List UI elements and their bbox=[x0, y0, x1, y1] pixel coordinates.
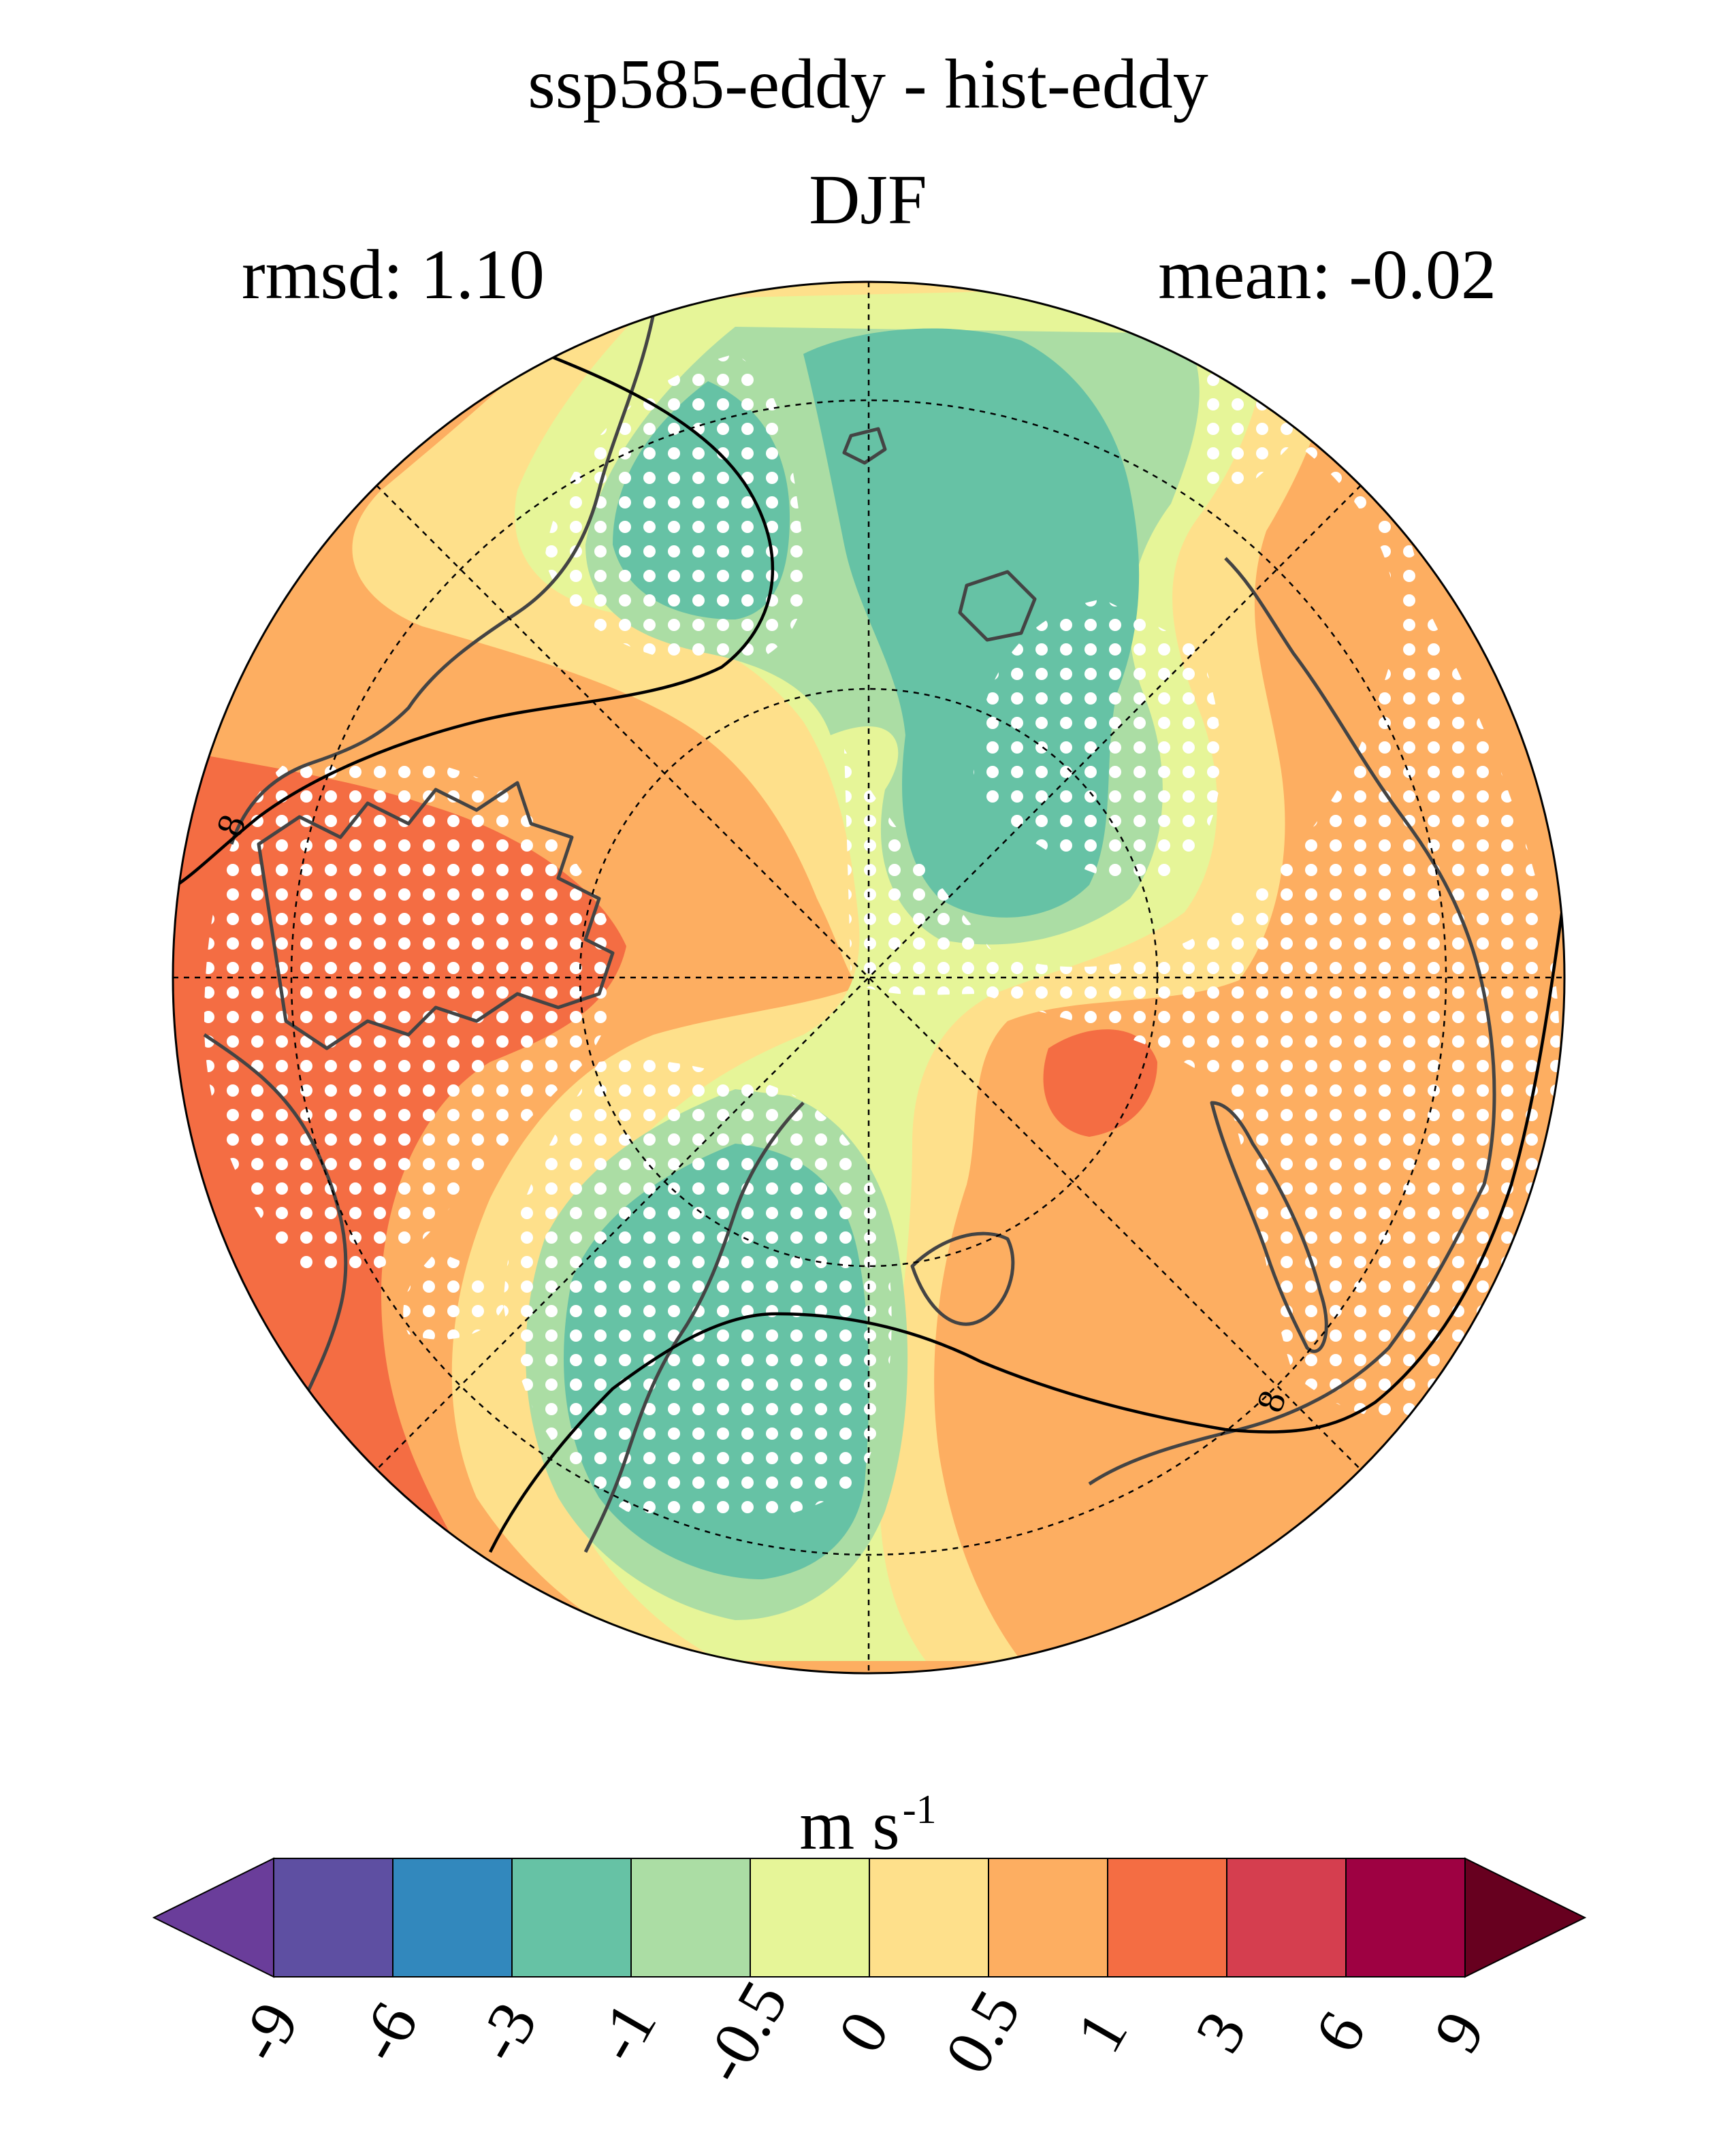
coastline-eurasia bbox=[1088, 557, 1496, 1486]
graticule bbox=[173, 282, 1564, 1673]
colorbar-segment bbox=[988, 1858, 1108, 1978]
colorbar-tick-labels: -9 -6 -3 -1 -0.5 0 0.5 1 3 6 9 bbox=[223, 1969, 1499, 2095]
colorbar-segment bbox=[1107, 1858, 1227, 1978]
contour-8-lines bbox=[176, 352, 1564, 1553]
coastline-greenland-canada bbox=[229, 312, 656, 845]
band-1-to-3-center bbox=[1043, 1029, 1157, 1137]
contour-8-east bbox=[488, 884, 1564, 1553]
coastline-novaya-zemlya bbox=[1210, 1101, 1328, 1353]
units-base: m s bbox=[799, 1786, 900, 1865]
contour-8-west bbox=[176, 352, 775, 886]
season-label: DJF bbox=[809, 161, 927, 239]
colorbar-tick-label: 9 bbox=[1419, 1999, 1499, 2064]
colorbar-tick-label: 1 bbox=[1062, 1999, 1142, 2064]
colorbar-tick-label: 0.5 bbox=[931, 1978, 1035, 2085]
coastline-svalbard bbox=[958, 570, 1037, 642]
colorbar-tick-label: 6 bbox=[1300, 1999, 1380, 2064]
map-boundary bbox=[172, 280, 1566, 1675]
meridian-diagonal-1 bbox=[376, 485, 1362, 1470]
colorbar-tick-label: -1 bbox=[580, 1990, 671, 2073]
colorbar bbox=[152, 1857, 1587, 1978]
colorbar-over-arrow bbox=[1464, 1857, 1587, 1978]
coastline-arctic-archipelago bbox=[257, 781, 615, 1050]
coastline-island-center bbox=[910, 1231, 1015, 1326]
colorbar-tick-label: -6 bbox=[342, 1990, 432, 2073]
colorbar-segment bbox=[869, 1858, 989, 1978]
colorbar-segment bbox=[511, 1858, 632, 1978]
colorbar-tick-label: -0.5 bbox=[687, 1969, 802, 2095]
colorbar-under-arrow bbox=[152, 1857, 274, 1978]
coastline-alaska bbox=[583, 1101, 805, 1553]
map-title: ssp585-eddy - hist-eddy bbox=[528, 45, 1208, 123]
colorbar-units: m s-1 bbox=[0, 1789, 1736, 1861]
rmsd-stat: rmsd: 1.10 bbox=[242, 236, 545, 314]
colorbar-tick-label: -3 bbox=[461, 1990, 551, 2073]
coastline-small-island bbox=[842, 427, 887, 465]
colorbar-segment bbox=[1345, 1858, 1466, 1978]
colorbar-segment bbox=[630, 1858, 751, 1978]
colorbar-segment bbox=[750, 1858, 870, 1978]
meridian-diagonal-2 bbox=[376, 485, 1362, 1470]
colorbar-tick-label: 0 bbox=[824, 1999, 903, 2064]
units-exponent: -1 bbox=[902, 1787, 937, 1832]
colorbar-segment bbox=[1226, 1858, 1347, 1978]
coastlines bbox=[203, 312, 1496, 1566]
colorbar-tick-label: 3 bbox=[1181, 1999, 1261, 2064]
latitude-circle-outer bbox=[290, 399, 1447, 1556]
colorbar-segment bbox=[273, 1858, 393, 1978]
mean-stat: mean: -0.02 bbox=[1158, 236, 1496, 314]
colorbar-tick-label: -9 bbox=[223, 1990, 313, 2073]
colorbar-segment bbox=[392, 1858, 513, 1978]
